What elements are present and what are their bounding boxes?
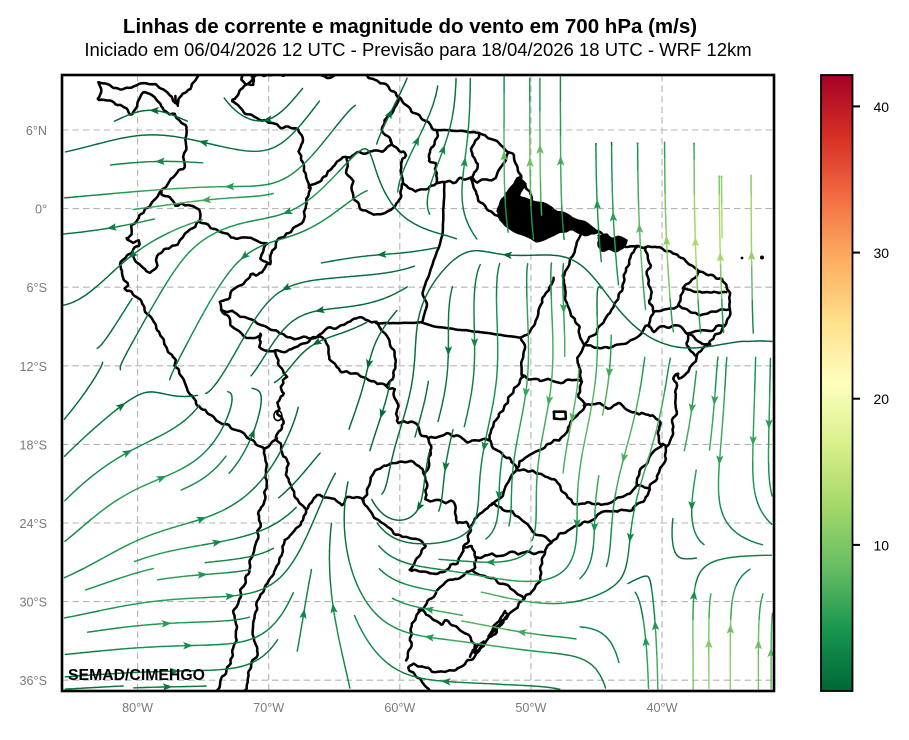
svg-text:6°S: 6°S [27,281,47,295]
svg-text:Iniciado em 06/04/2026 12 UTC: Iniciado em 06/04/2026 12 UTC - Previsão… [84,39,751,60]
svg-text:70°W: 70°W [253,701,284,715]
svg-text:36°S: 36°S [20,674,47,688]
svg-text:40°W: 40°W [647,701,678,715]
svg-text:30: 30 [874,245,890,261]
svg-text:50°W: 50°W [515,701,546,715]
svg-text:40: 40 [874,99,890,115]
svg-text:Linhas de corrente e magnitude: Linhas de corrente e magnitude do vento … [123,15,697,38]
svg-text:80°W: 80°W [122,701,153,715]
svg-text:SEMAD/CIMEHGO: SEMAD/CIMEHGO [68,667,205,684]
svg-text:18°S: 18°S [20,438,47,452]
svg-text:0°: 0° [35,203,47,217]
svg-text:30°S: 30°S [20,596,47,610]
svg-text:12°S: 12°S [20,360,47,374]
svg-text:20: 20 [874,391,890,407]
svg-text:60°W: 60°W [384,701,415,715]
svg-text:6°N: 6°N [26,124,47,138]
svg-text:10: 10 [874,537,890,553]
svg-text:24°S: 24°S [20,517,47,531]
